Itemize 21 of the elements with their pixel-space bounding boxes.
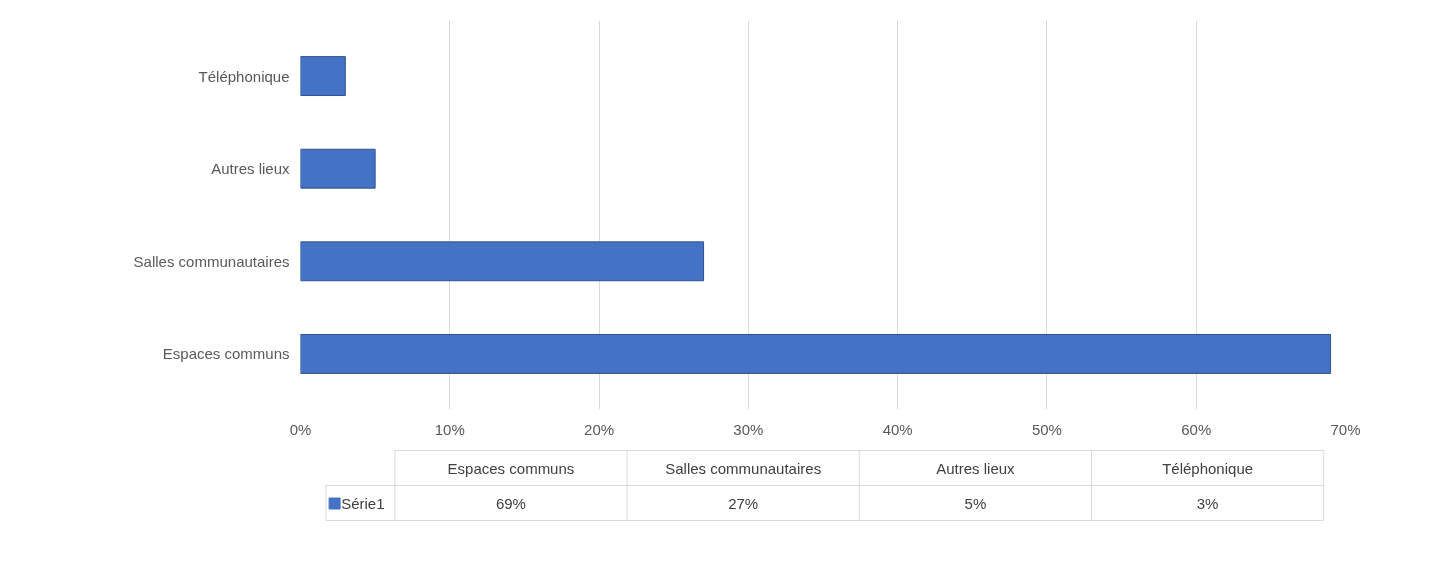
x-tick-label: 30% [733,420,764,438]
category-label: Salles communautaires [665,460,822,477]
category-label: Autres lieux [936,460,1015,477]
x-tick-label: 60% [1181,420,1212,438]
x-tick-label: 40% [882,420,913,438]
text: 5% [964,495,987,512]
legend-label: Série1 [341,495,385,512]
text: 27% [728,495,759,512]
text: 3% [1196,495,1219,512]
y-tick-label: Espaces communs [162,345,290,363]
x-tick-label: 50% [1031,420,1062,438]
y-tick-label: Salles communautaires [133,252,290,270]
category-label: Espaces communs [447,460,575,477]
x-tick-label: 10% [434,420,465,438]
x-tick-label: 0% [289,420,312,438]
x-tick-label: 70% [1330,420,1361,438]
category-label: Téléphonique [1162,460,1254,477]
y-tick-label: Téléphonique [198,67,290,85]
y-tick-label: Autres lieux [211,160,290,178]
x-tick-label: 20% [584,420,615,438]
text: 69% [495,495,526,512]
